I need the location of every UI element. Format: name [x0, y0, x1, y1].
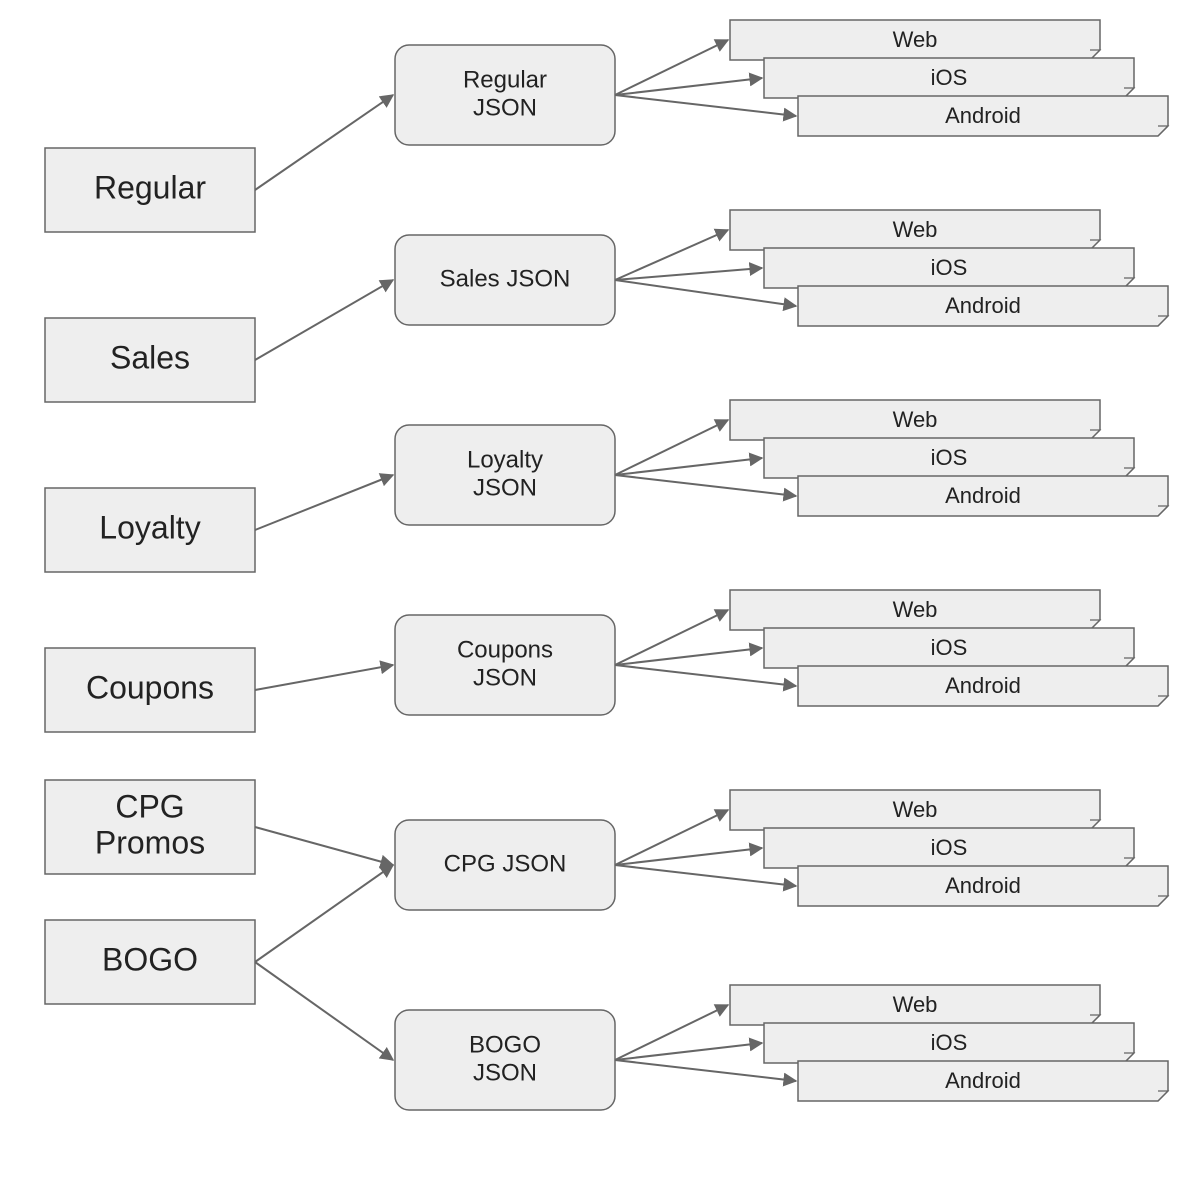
svg-text:Android: Android — [945, 873, 1021, 898]
docs-coupons-json: Web iOS Android — [730, 590, 1168, 706]
svg-text:CPG JSON: CPG JSON — [444, 850, 567, 877]
svg-text:Regular: Regular — [463, 66, 547, 93]
svg-text:Web: Web — [893, 992, 938, 1017]
svg-text:Android: Android — [945, 673, 1021, 698]
arrow-coupons-to-coupons-json — [255, 665, 393, 690]
arrow-bogo-json-to-doc-1 — [615, 1043, 762, 1060]
arrow-cpg-json-to-doc-1 — [615, 848, 762, 865]
svg-text:CPG: CPG — [115, 788, 184, 824]
svg-text:Android: Android — [945, 483, 1021, 508]
arrow-bogo-to-cpg-json — [255, 865, 393, 962]
arrow-sales-to-sales-json — [255, 280, 393, 360]
arrow-loyalty-json-to-doc-1 — [615, 458, 762, 475]
docs-loyalty-json: Web iOS Android — [730, 400, 1168, 516]
svg-text:BOGO: BOGO — [102, 941, 198, 977]
svg-text:BOGO: BOGO — [469, 1031, 541, 1058]
source-loyalty: Loyalty — [45, 488, 255, 572]
json-bogo-json: BOGOJSON — [395, 1010, 615, 1110]
json-sales-json: Sales JSON — [395, 235, 615, 325]
svg-text:iOS: iOS — [931, 65, 968, 90]
json-regular-json: RegularJSON — [395, 45, 615, 145]
svg-text:iOS: iOS — [931, 255, 968, 280]
source-sales: Sales — [45, 318, 255, 402]
arrow-bogo-to-bogo-json — [255, 962, 393, 1060]
svg-text:Regular: Regular — [94, 169, 206, 205]
docs-sales-json: Web iOS Android — [730, 210, 1168, 326]
svg-text:Sales: Sales — [110, 339, 190, 375]
source-cpg: CPGPromos — [45, 780, 255, 874]
svg-text:Loyalty: Loyalty — [99, 509, 200, 545]
arrow-coupons-json-to-doc-1 — [615, 648, 762, 665]
source-bogo: BOGO — [45, 920, 255, 1004]
arrow-loyalty-json-to-doc-0 — [615, 420, 728, 475]
json-loyalty-json: LoyaltyJSON — [395, 425, 615, 525]
docs-cpg-json: Web iOS Android — [730, 790, 1168, 906]
svg-text:Android: Android — [945, 103, 1021, 128]
svg-text:Android: Android — [945, 293, 1021, 318]
svg-text:Loyalty: Loyalty — [467, 446, 543, 473]
svg-text:Promos: Promos — [95, 824, 205, 860]
arrow-regular-to-regular-json — [255, 95, 393, 190]
arrow-loyalty-to-loyalty-json — [255, 475, 393, 530]
svg-text:JSON: JSON — [473, 474, 537, 501]
docs-bogo-json: Web iOS Android — [730, 985, 1168, 1101]
json-coupons-json: CouponsJSON — [395, 615, 615, 715]
arrow-bogo-json-to-doc-0 — [615, 1005, 728, 1060]
svg-text:JSON: JSON — [473, 664, 537, 691]
source-regular: Regular — [45, 148, 255, 232]
svg-text:Web: Web — [893, 407, 938, 432]
source-coupons: Coupons — [45, 648, 255, 732]
docs-regular-json: Web iOS Android — [730, 20, 1168, 136]
svg-text:Web: Web — [893, 217, 938, 242]
arrow-cpg-json-to-doc-0 — [615, 810, 728, 865]
svg-text:Android: Android — [945, 1068, 1021, 1093]
arrow-cpg-to-cpg-json — [255, 827, 393, 865]
arrow-regular-json-to-doc-1 — [615, 78, 762, 95]
flow-diagram: Regular Sales Loyalty Coupons CPGPromos BOGO R… — [0, 0, 1200, 1189]
svg-text:Web: Web — [893, 27, 938, 52]
json-cpg-json: CPG JSON — [395, 820, 615, 910]
svg-text:Web: Web — [893, 597, 938, 622]
svg-text:Sales JSON: Sales JSON — [440, 265, 571, 292]
arrow-regular-json-to-doc-0 — [615, 40, 728, 95]
svg-text:JSON: JSON — [473, 94, 537, 121]
svg-text:JSON: JSON — [473, 1059, 537, 1086]
arrow-coupons-json-to-doc-0 — [615, 610, 728, 665]
svg-text:Coupons: Coupons — [86, 669, 214, 705]
svg-text:iOS: iOS — [931, 1030, 968, 1055]
svg-text:iOS: iOS — [931, 635, 968, 660]
svg-text:Coupons: Coupons — [457, 636, 553, 663]
svg-text:iOS: iOS — [931, 835, 968, 860]
svg-text:iOS: iOS — [931, 445, 968, 470]
svg-text:Web: Web — [893, 797, 938, 822]
